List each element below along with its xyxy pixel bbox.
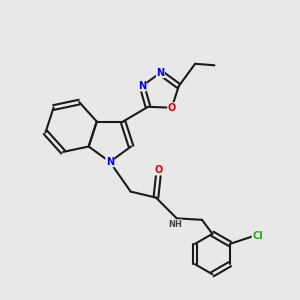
- Text: N: N: [156, 68, 164, 78]
- Text: N: N: [106, 157, 114, 167]
- Text: NH: NH: [168, 220, 182, 229]
- Text: N: N: [138, 81, 146, 91]
- Text: O: O: [168, 103, 176, 113]
- Text: O: O: [154, 165, 162, 175]
- Text: Cl: Cl: [252, 232, 263, 242]
